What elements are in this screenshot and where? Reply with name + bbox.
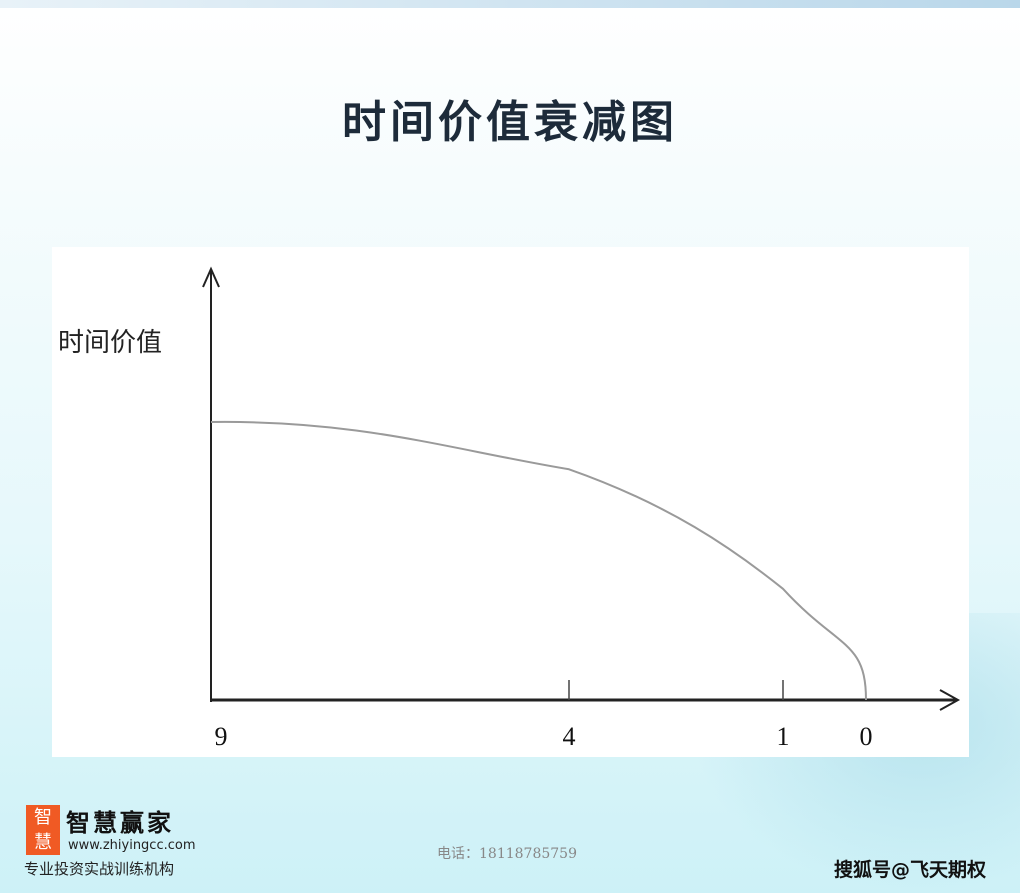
y-axis-label: 时间价值: [58, 328, 162, 358]
decay-curve: [210, 420, 867, 701]
x-axis-arrow: [939, 689, 961, 711]
watermark: 搜狐号@飞天期权: [834, 859, 987, 881]
y-axis-arrow: [202, 266, 220, 288]
x-tick-label: 4: [563, 722, 576, 751]
slide-title: 时间价值衰减图: [342, 97, 678, 148]
brand-logo: 智慧: [26, 805, 60, 855]
chart-panel: 时间价值 9 4 1 0: [52, 247, 969, 757]
phone-number: 电话：18118785759: [437, 846, 577, 862]
x-tick-label: 0: [860, 722, 873, 751]
brand-slogan: 专业投资实战训练机构: [24, 860, 175, 878]
brand-name: 智慧赢家: [66, 808, 174, 837]
time-value-decay-chart: 时间价值 9 4 1 0: [58, 266, 961, 751]
x-tick-label: 9: [215, 722, 228, 751]
top-bar: [0, 0, 1020, 8]
x-tick-label: 1: [777, 722, 790, 751]
brand-url[interactable]: www.zhiyingcc.com: [68, 838, 196, 853]
